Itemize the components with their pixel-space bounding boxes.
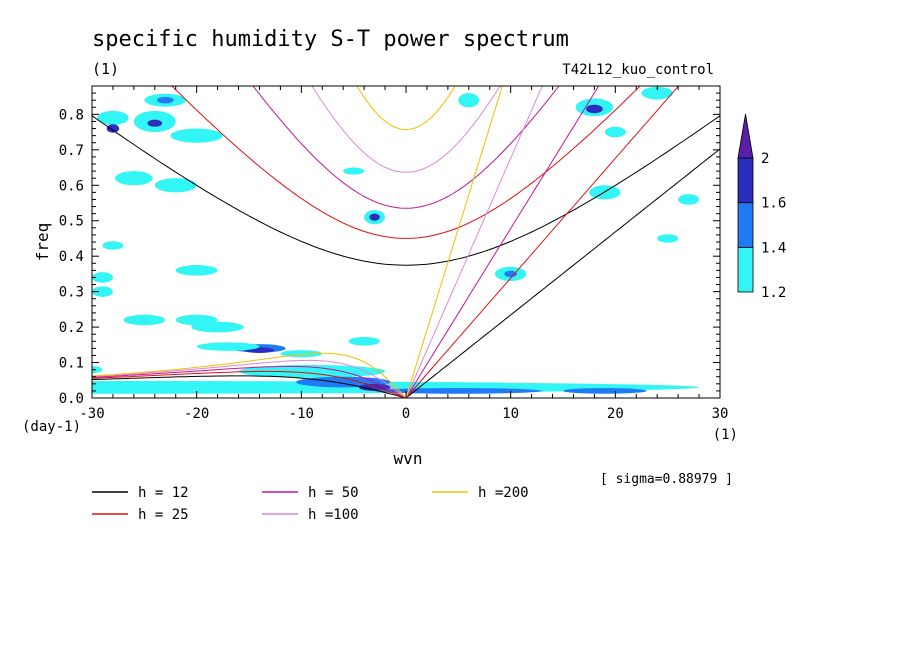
power-patch [191, 321, 244, 333]
power-patch [343, 167, 365, 175]
power-patch [678, 194, 700, 205]
power-patch [175, 265, 218, 276]
x-tick-label: -10 [289, 406, 314, 422]
power-patch [196, 342, 260, 351]
colorbar-box [737, 202, 754, 248]
x-unit-label: (1) [713, 427, 738, 443]
legend-label: h = 25 [138, 507, 189, 523]
power-patch [504, 270, 517, 278]
y-tick-label: 0.2 [59, 320, 84, 336]
power-patch [348, 337, 380, 346]
legend-label: h =200 [478, 485, 529, 501]
y-tick-label: 0.7 [59, 143, 84, 159]
gravity-curve-100 [311, 86, 501, 173]
units-label: (1) [92, 60, 119, 78]
power-patch [92, 272, 113, 283]
power-patch [115, 171, 153, 186]
power-shading [92, 86, 700, 394]
rossby-curve-200 [92, 352, 407, 398]
rossby-curve-50 [92, 365, 407, 398]
power-patch [92, 286, 113, 297]
power-patch [154, 178, 197, 193]
x-tick-label: -30 [79, 406, 104, 422]
rossby-curve-100 [92, 359, 407, 398]
x-axis-label: wvn [394, 449, 423, 468]
x-tick-label: 20 [607, 406, 624, 422]
power-patch [369, 213, 380, 221]
colorbar-box [737, 157, 754, 204]
power-patch [657, 234, 679, 243]
kelvin-curve-50 [405, 86, 600, 398]
power-patch [641, 86, 673, 100]
colorbar: 1.2 1.4 1.6 2 [737, 113, 786, 301]
kelvin-curve-100 [405, 86, 543, 398]
x-tick-label: 30 [712, 406, 729, 422]
colorbar-label: 1.6 [761, 196, 786, 212]
gravity-curve-50 [252, 86, 560, 209]
y-tick-label: 0.0 [59, 391, 84, 407]
legend-label: h = 12 [138, 485, 189, 501]
power-patch [106, 124, 120, 133]
y-tick-label: 0.4 [59, 249, 84, 265]
gravity-curve-12 [92, 115, 720, 266]
power-patch [604, 126, 626, 138]
colorbar-label: 1.2 [761, 285, 786, 301]
gravity-curve-25 [171, 86, 641, 239]
legend-label: h = 50 [308, 485, 359, 501]
rossby-curve-25 [92, 370, 407, 398]
power-patch [97, 110, 129, 125]
chart-title: specific humidity S-T power spectrum [92, 27, 569, 52]
x-tick-label: 10 [502, 406, 519, 422]
power-patch [147, 119, 163, 127]
colorbar-box [737, 246, 754, 293]
legend: h = 12 h = 25 h = 50 h =100 h =200 [92, 485, 529, 523]
x-tick-label: 0 [402, 406, 410, 422]
gravity-curve-200 [356, 86, 456, 131]
power-patch [170, 128, 223, 143]
power-patch [458, 93, 480, 108]
y-tick-label: 0.5 [59, 214, 84, 230]
colorbar-triangle [737, 113, 754, 159]
power-patch [102, 241, 124, 250]
power-patch [123, 314, 166, 326]
power-patch [563, 388, 647, 394]
y-tick-label: 0.3 [59, 285, 84, 301]
y-axis: 0.0 0.1 0.2 0.3 0.4 0.5 0.6 0.7 0.8 [59, 85, 720, 407]
x-tick-label: -20 [184, 406, 209, 422]
colorbar-label: 2 [761, 151, 769, 167]
kelvin-curve-12 [405, 148, 720, 398]
y-tick-label: 0.8 [59, 107, 84, 123]
sigma-label: [ sigma=0.88979 ] [600, 472, 733, 487]
y-tick-label: 0.1 [59, 356, 84, 372]
kelvin-curve-200 [405, 86, 503, 398]
colorbar-label: 1.4 [761, 240, 786, 256]
y-tick-label: 0.6 [59, 178, 84, 194]
y-axis-label: freq [33, 223, 52, 262]
x-axis: -30 -20 -10 0 10 20 30 [79, 86, 728, 422]
power-patch [156, 96, 174, 104]
run-label: T42L12_kuo_control [562, 62, 714, 78]
power-patch [238, 365, 386, 378]
legend-label: h =100 [308, 507, 359, 523]
power-patch [586, 104, 603, 114]
kelvin-curve-25 [405, 86, 680, 398]
power-patch [92, 366, 103, 374]
dispersion-curves [92, 86, 720, 398]
rossby-curve-12 [92, 375, 407, 398]
y-unit-label: (day-1) [22, 419, 81, 435]
